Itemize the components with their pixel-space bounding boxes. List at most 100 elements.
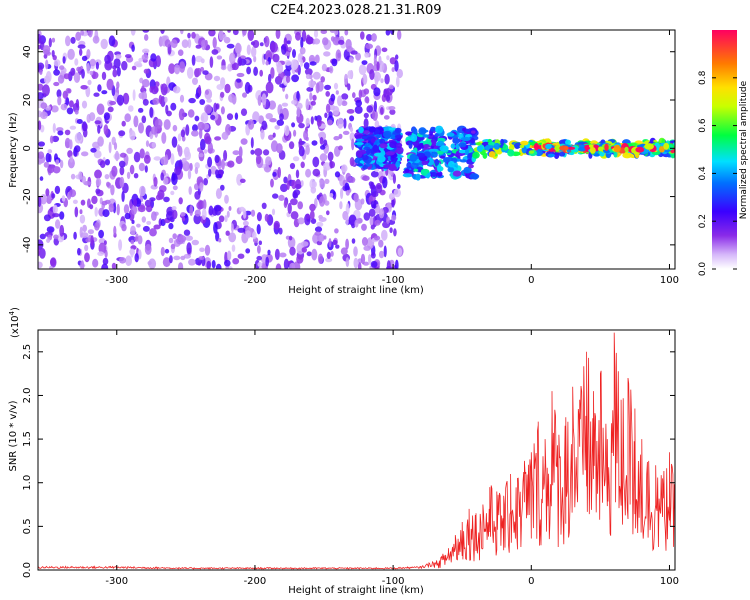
spectrogram-cell — [328, 238, 332, 248]
spectrogram-cell — [261, 120, 268, 131]
spectrogram-cell — [69, 139, 73, 150]
spectrogram-cell — [669, 140, 675, 144]
spectrogram-cell — [171, 172, 176, 182]
spectrogram-cell — [168, 237, 174, 244]
spectrogram-cell — [38, 62, 45, 70]
spectrogram-cell — [452, 170, 462, 177]
spectrogram-cell — [379, 143, 388, 149]
spectrogram-cell — [198, 256, 205, 261]
spectrogram-cell — [142, 30, 150, 33]
spectrogram-cell — [362, 164, 368, 170]
spectrogram-cell — [374, 219, 381, 226]
spectrogram-cell — [385, 151, 395, 156]
spectrogram-cell — [256, 212, 262, 222]
spectrogram-cell — [659, 146, 665, 153]
spectrogram-cell — [258, 240, 262, 246]
spectrogram-cell — [635, 146, 645, 153]
spectrogram-cell — [363, 212, 371, 221]
spectrogram-cell — [318, 131, 326, 138]
spectrogram-cell — [199, 99, 206, 105]
spectrogram-cell — [136, 223, 141, 228]
spectrogram-cell — [252, 40, 260, 48]
spectrogram-cell — [386, 260, 391, 269]
spectrogram-cell — [296, 254, 304, 264]
spectrogram-cell — [80, 232, 89, 239]
spectrogram-cell — [303, 62, 310, 70]
spectrogram-cell — [360, 253, 366, 265]
spectrogram-cell — [329, 193, 334, 198]
spectrogram-cell — [446, 132, 455, 137]
spectrogram-cell — [460, 136, 471, 142]
spectrogram-cell — [187, 169, 192, 180]
spectrogram-cell — [101, 263, 109, 269]
spectrogram-cell — [589, 147, 596, 154]
spectrogram-cell — [227, 30, 231, 33]
spectrogram-cell — [97, 251, 105, 256]
spectrogram-cell — [255, 154, 262, 165]
spectrogram-cell — [146, 220, 152, 225]
spectrogram-cell — [130, 225, 136, 236]
spectrogram-cell — [314, 54, 320, 64]
spectrogram-cell — [613, 144, 621, 153]
y-tick-label: 20 — [22, 94, 33, 107]
snr-scale-factor: (x104) — [8, 307, 21, 338]
spectrogram-cell — [196, 201, 203, 210]
spectrogram-cell — [62, 56, 66, 64]
spectrogram-cell — [184, 151, 191, 161]
spectrogram-cell — [295, 31, 301, 41]
colorbar-tick-label: 0.0 — [698, 262, 708, 277]
spectrogram-cell — [213, 204, 222, 212]
spectrogram-cell — [131, 44, 135, 52]
spectrogram-frame — [37, 29, 676, 270]
spectrogram-cell — [206, 98, 213, 103]
spectrogram-cell — [54, 185, 61, 195]
spectrogram-cell — [327, 119, 333, 126]
spectrogram-cell — [272, 132, 276, 138]
spectrogram-cell — [160, 83, 168, 96]
spectrogram-cell — [353, 257, 359, 269]
spectrogram-cell — [56, 127, 64, 132]
spectrogram-cell — [94, 120, 102, 125]
spectrogram-cell — [178, 235, 187, 243]
spectrogram-cell — [224, 83, 231, 94]
spectrogram-cell — [439, 145, 449, 152]
spectrogram-cell — [458, 149, 467, 154]
spectrogram-cell — [47, 166, 55, 174]
colorbar: 0.0 0.2 0.4 0.6 0.8 Normalized spectral ampl… — [698, 30, 749, 276]
spectrogram-cell — [242, 220, 249, 226]
spectrogram-cell — [171, 206, 177, 211]
spectrogram-cell — [226, 113, 234, 121]
snr-x-label: Height of straight line (km) — [288, 585, 424, 596]
spectrogram-cell — [584, 144, 591, 150]
spectrogram-cell — [180, 255, 186, 261]
spectrogram-cell — [386, 55, 390, 61]
spectrogram-cell — [72, 102, 80, 113]
spectrogram-cell — [334, 228, 339, 234]
spectrogram-cell — [74, 145, 81, 153]
spectrogram-cell — [223, 150, 228, 162]
spectrogram-cell — [97, 84, 102, 92]
spectrogram-cell — [319, 153, 328, 162]
spectrogram-cell — [208, 205, 214, 216]
spectrogram-cell — [215, 263, 222, 269]
colorbar-ticks: 0.0 0.2 0.4 0.6 0.8 — [698, 70, 737, 276]
spectrogram-cell — [119, 160, 126, 168]
spectrogram-cell — [310, 186, 317, 194]
spectrogram-cell — [98, 229, 104, 239]
x-tick-label: 0 — [528, 275, 534, 286]
spectrogram-cell — [69, 155, 74, 163]
spectrogram-cell — [123, 204, 130, 215]
spectrogram-cell — [395, 142, 403, 148]
spectrogram-cell — [332, 239, 338, 245]
spectrogram-cell — [327, 151, 334, 162]
snr-series-line — [38, 332, 675, 570]
spectrogram-cell — [354, 105, 363, 114]
spectrogram-cell — [95, 177, 102, 187]
spectrogram-cell — [308, 54, 316, 64]
spectrogram-cell — [178, 262, 184, 269]
spectrogram-cell — [613, 151, 618, 158]
spectrogram-cell — [370, 252, 376, 259]
spectrogram-cell — [292, 190, 298, 199]
spectrogram-cell — [338, 39, 345, 45]
spectrogram-cell — [465, 128, 471, 133]
